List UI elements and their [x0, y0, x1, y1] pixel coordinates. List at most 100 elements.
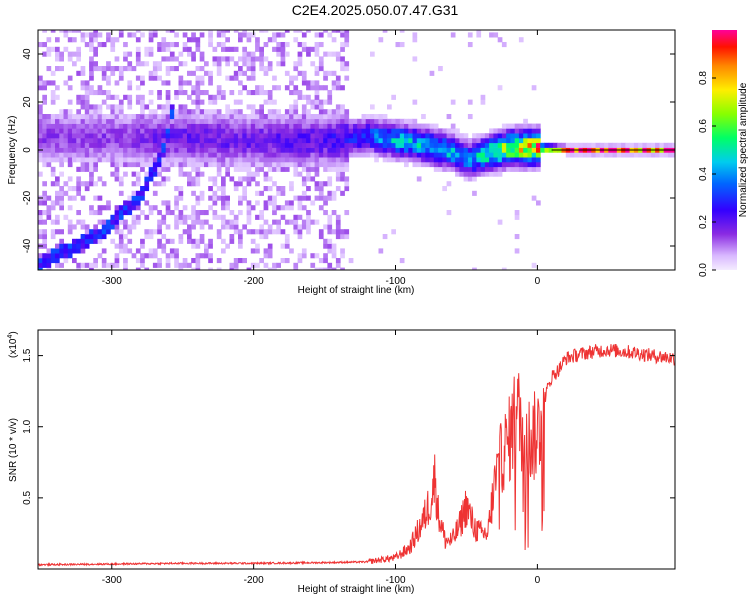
heatmap-cell — [42, 123, 47, 129]
heatmap-cell — [404, 123, 409, 129]
heatmap-cell — [476, 171, 482, 177]
heatmap-cell — [144, 176, 150, 182]
heatmap-cell — [310, 114, 316, 120]
heatmap-cell — [242, 162, 247, 168]
heatmap-cell — [169, 238, 175, 244]
heatmap-cell — [106, 200, 111, 206]
heatmap-cell — [327, 262, 333, 268]
heatmap-cell — [144, 253, 150, 259]
heatmap-cell — [93, 118, 98, 124]
heatmap-cell — [272, 200, 277, 206]
heatmap-cell — [255, 200, 260, 206]
heatmap-cell — [263, 176, 269, 182]
heatmap-cell — [293, 30, 299, 33]
heatmap-cell — [152, 205, 158, 211]
heatmap-cell — [259, 123, 264, 129]
heatmap-cell — [233, 114, 239, 120]
heatmap-cell — [59, 114, 64, 120]
heatmap-cell — [106, 37, 111, 43]
heatmap-cell — [255, 166, 260, 172]
heatmap-cell — [144, 162, 150, 168]
heatmap-cell — [412, 32, 418, 38]
heatmap-cell — [178, 138, 184, 144]
heatmap-cell — [89, 123, 94, 129]
heatmap-cell — [327, 214, 333, 220]
heatmap-cell — [204, 243, 209, 249]
heatmap-cell — [374, 128, 379, 134]
heatmap-cell — [327, 238, 333, 244]
heatmap-cell — [382, 142, 388, 148]
heatmap-cell — [335, 171, 341, 177]
heatmap-cell — [140, 186, 145, 192]
heatmap-cell — [412, 37, 418, 43]
heatmap-cell — [216, 118, 222, 124]
heatmap-cell — [335, 109, 341, 115]
heatmap-cell — [301, 70, 307, 76]
heatmap-cell — [280, 118, 286, 124]
heatmap-cell — [284, 123, 290, 129]
heatmap-cell — [67, 195, 73, 201]
heatmap-cell — [174, 123, 179, 129]
heatmap-cell — [208, 118, 213, 124]
heatmap-cell — [157, 210, 162, 216]
heatmap-cell — [246, 56, 252, 62]
heatmap-cell — [97, 66, 103, 72]
heatmap-cell — [301, 219, 307, 225]
heatmap-cell — [289, 118, 294, 124]
heatmap-cell — [365, 118, 371, 124]
heatmap-cell — [310, 128, 316, 134]
heatmap-cell — [123, 248, 128, 254]
heatmap-cell — [229, 262, 235, 268]
heatmap-cell — [101, 248, 107, 254]
heatmap-cell — [152, 133, 158, 139]
heatmap-cell — [187, 214, 192, 220]
heatmap-cell — [233, 157, 239, 163]
heatmap-cell — [72, 123, 77, 129]
heatmap-cell — [408, 123, 413, 129]
heatmap-cell — [238, 37, 243, 43]
heatmap-cell — [127, 118, 133, 124]
heatmap-cell — [208, 157, 213, 163]
heatmap-cell — [365, 128, 371, 134]
heatmap-cell — [531, 166, 537, 172]
heatmap-cell — [50, 248, 56, 254]
heatmap-cell — [89, 205, 94, 211]
heatmap-cell — [344, 61, 350, 67]
heatmap-cell — [63, 109, 69, 115]
heatmap-cell — [297, 195, 303, 201]
heatmap-cell — [195, 267, 201, 270]
heatmap-cell — [310, 157, 316, 163]
heatmap-cell — [157, 262, 162, 268]
heatmap-cell — [144, 133, 150, 139]
heatmap-cell — [59, 66, 64, 72]
heatmap-cell — [148, 114, 154, 120]
heatmap-cell — [314, 171, 320, 177]
heatmap-cell — [199, 118, 205, 124]
heatmap-cell — [55, 258, 60, 264]
heatmap-cell — [148, 248, 154, 254]
heatmap-cell — [467, 166, 473, 172]
heatmap-cell — [195, 152, 201, 158]
heatmap-cell — [165, 99, 171, 105]
heatmap-cell — [455, 133, 460, 139]
heatmap-cell — [191, 99, 196, 105]
heatmap-cell — [246, 229, 252, 235]
colorbar-tick-label: 0.6 — [698, 119, 709, 133]
heatmap-cell — [382, 133, 388, 139]
heatmap-cell — [152, 248, 158, 254]
heatmap-cell — [391, 142, 396, 148]
heatmap-cell — [276, 152, 281, 158]
heatmap-cell — [199, 238, 205, 244]
heatmap-cell — [80, 80, 86, 86]
heatmap-cell — [238, 162, 243, 168]
heatmap-cell — [161, 138, 167, 144]
heatmap-cell — [50, 219, 56, 225]
heatmap-cell — [272, 229, 277, 235]
heatmap-cell — [55, 123, 60, 129]
heatmap-cell — [152, 128, 158, 134]
heatmap-cell — [208, 152, 213, 158]
heatmap-cell — [114, 66, 120, 72]
heatmap-cell — [55, 118, 60, 124]
heatmap-cell — [216, 32, 222, 38]
heatmap-cell — [416, 147, 422, 153]
